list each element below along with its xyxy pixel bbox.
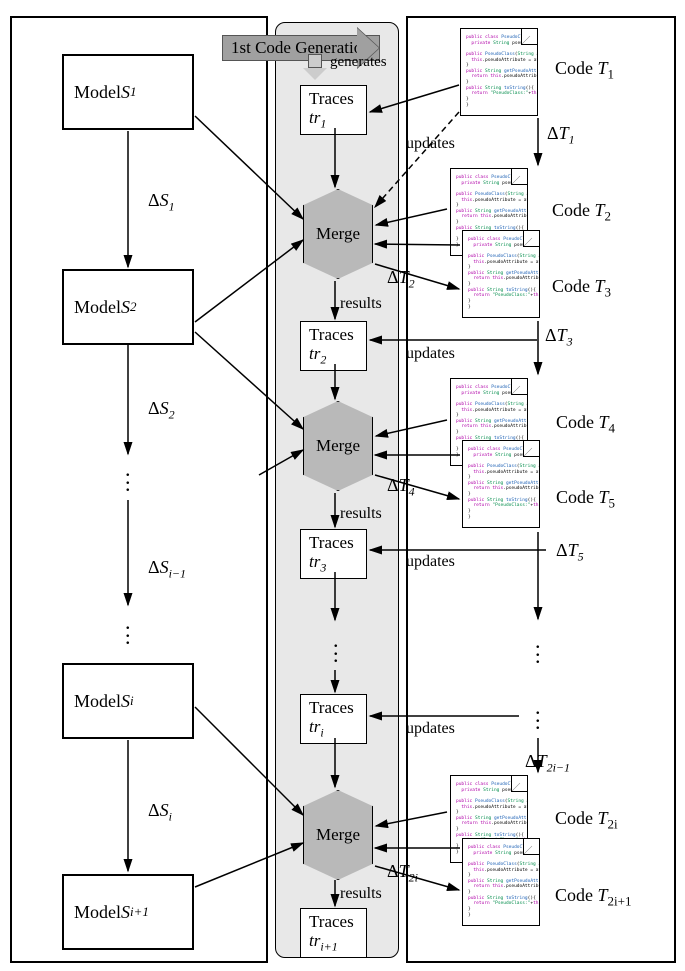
updates-1: updates: [406, 135, 455, 153]
vdots-left-mid: ...: [125, 465, 131, 488]
model-s1: Model S1: [62, 54, 194, 130]
traces-i: Tracestri: [300, 694, 367, 744]
dt-1: ΔT1: [547, 123, 575, 148]
generates-arrow: generates: [303, 54, 387, 80]
vdots-left-lower: ...: [125, 618, 131, 641]
model-si: Model Si: [62, 663, 194, 739]
results-i: results: [340, 885, 382, 903]
doc-t2i1: public class PseudoClass{ private String…: [462, 838, 540, 926]
results-2: results: [340, 505, 382, 523]
diagram-canvas: 1st Code Generation generates Model S1 M…: [0, 0, 685, 971]
delta-s2: ΔS2: [148, 398, 175, 423]
merge-2: Merge: [303, 401, 373, 491]
doc-t5: public class PseudoClass{ private String…: [462, 440, 540, 528]
delta-s1: ΔS1: [148, 190, 175, 215]
traces-i1: Tracestri+1: [300, 908, 367, 958]
doc-t3: public class PseudoClass{ private String…: [462, 230, 540, 318]
left-column-frame: [10, 16, 268, 963]
vdots-right-lower: ...: [535, 703, 541, 726]
merge-1: Merge: [303, 189, 373, 279]
traces-1: Tracestr1: [300, 85, 367, 135]
updates-i: updates: [406, 720, 455, 738]
code-t3-label: Code T3: [552, 276, 611, 301]
updates-2: updates: [406, 345, 455, 363]
dt-4: ΔT4: [387, 475, 415, 500]
generates-label: generates: [330, 54, 387, 71]
doc-t1: public class PseudoClass{ private String…: [460, 28, 538, 116]
code-t2i1-label: Code T2i+1: [555, 885, 631, 910]
code-t1-label: Code T1: [555, 58, 614, 83]
dt-2i: ΔT2i: [387, 861, 418, 886]
dt-2i-1: ΔT2i−1: [525, 751, 570, 776]
vdots-right: ...: [535, 637, 541, 660]
right-column-frame: [406, 16, 676, 963]
delta-si-1: ΔSi−1: [148, 557, 186, 582]
updates-3: updates: [406, 553, 455, 571]
code-t2i-label: Code T2i: [555, 808, 618, 833]
code-t5-label: Code T5: [556, 487, 615, 512]
vdots-center: ...: [333, 636, 339, 659]
merge-i: Merge: [303, 790, 373, 880]
dt-3: ΔT3: [545, 325, 573, 350]
model-s2: Model S2: [62, 269, 194, 345]
model-si1: Model Si+1: [62, 874, 194, 950]
code-t4-label: Code T4: [556, 412, 615, 437]
results-1: results: [340, 295, 382, 313]
traces-2: Tracestr2: [300, 321, 367, 371]
model-prefix: Model: [74, 82, 121, 103]
code-t2-label: Code T2: [552, 200, 611, 225]
dt-5: ΔT5: [556, 540, 584, 565]
delta-si: ΔSi: [148, 800, 172, 825]
traces-3: Tracestr3: [300, 529, 367, 579]
dt-2: ΔT2: [387, 267, 415, 292]
